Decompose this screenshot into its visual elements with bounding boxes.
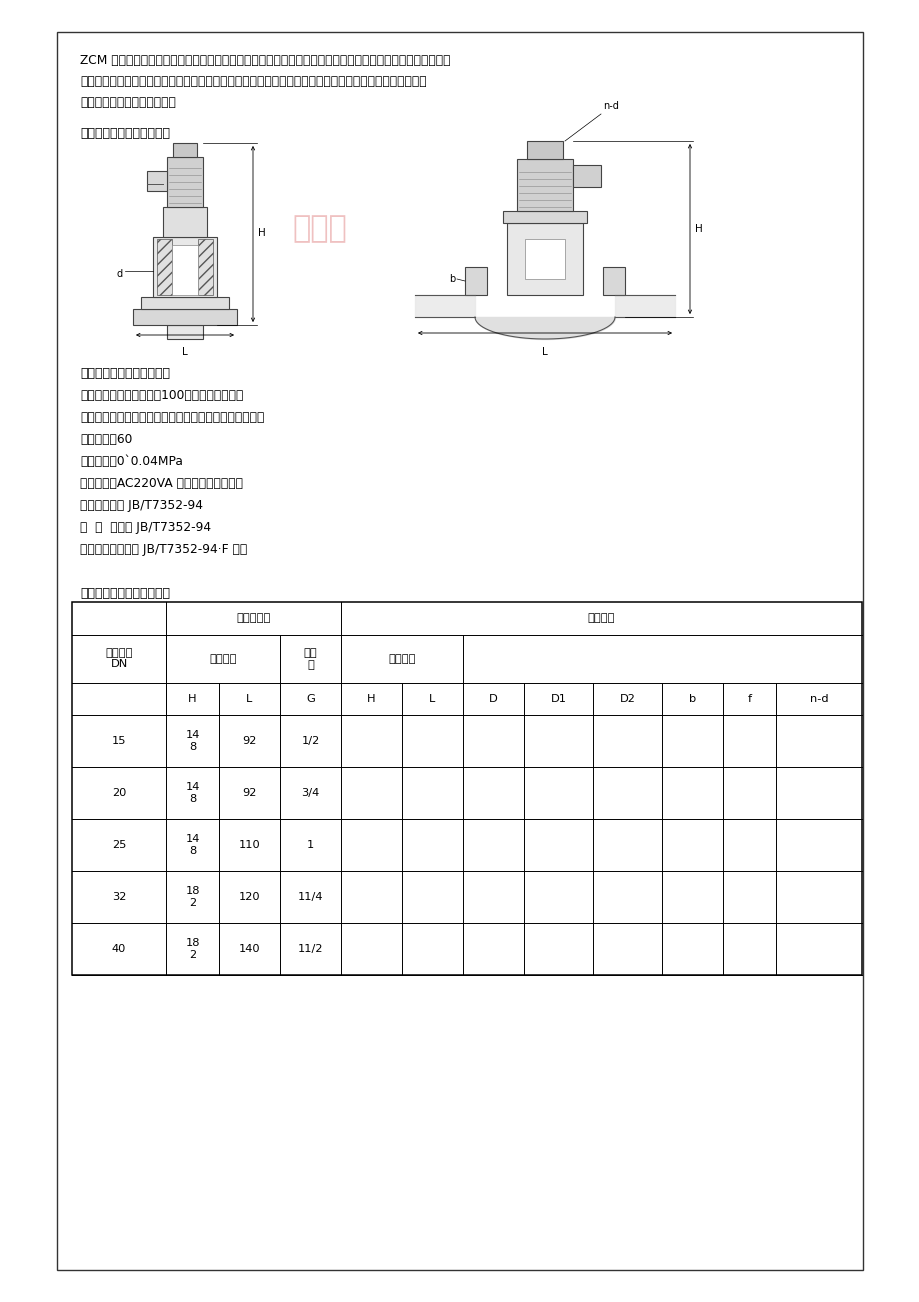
Text: 11/4: 11/4 — [298, 892, 323, 902]
Bar — [57, 33, 862, 1269]
Text: L: L — [429, 694, 435, 704]
Text: D: D — [488, 694, 497, 704]
Text: L: L — [246, 694, 252, 704]
Bar — [72, 602, 861, 975]
Text: 外形尺寸: 外形尺寸 — [388, 654, 415, 664]
Text: D1: D1 — [550, 694, 566, 704]
Text: 产品结构：直动式（口径100以上，二次开阀）: 产品结构：直动式（口径100以上，二次开阀） — [80, 389, 244, 402]
Text: 州阀门: 州阀门 — [292, 215, 347, 243]
Bar — [172, 245, 198, 296]
Text: 15: 15 — [112, 736, 126, 746]
Bar — [163, 207, 207, 237]
Text: 25: 25 — [112, 840, 126, 850]
Text: L: L — [541, 348, 548, 357]
Text: 120: 120 — [238, 892, 260, 902]
Text: 1/2: 1/2 — [301, 736, 319, 746]
Text: 外形尺寸: 外形尺寸 — [210, 654, 236, 664]
Text: 它行业的煤气加热自控系统。: 它行业的煤气加热自控系统。 — [80, 96, 176, 109]
Text: 泄  漏  量：按 JB/T7352-94: 泄 漏 量：按 JB/T7352-94 — [80, 521, 210, 534]
Bar — [173, 143, 197, 158]
Text: b: b — [448, 273, 455, 284]
Text: L: L — [182, 348, 187, 357]
Text: b: b — [688, 694, 696, 704]
Text: 14
8: 14 8 — [186, 783, 199, 803]
Text: 四、煤气电磁阀安装尺寸：: 四、煤气电磁阀安装尺寸： — [80, 587, 170, 600]
Bar — [573, 165, 600, 187]
Bar — [133, 309, 237, 326]
Text: 14
8: 14 8 — [186, 730, 199, 751]
Text: 92: 92 — [242, 736, 256, 746]
Text: 110: 110 — [238, 840, 260, 850]
Bar — [167, 326, 203, 339]
Text: 内螺纹连接: 内螺纹连接 — [236, 613, 270, 624]
Text: H: H — [188, 694, 197, 704]
Bar — [141, 297, 229, 309]
Text: 三、煤气电磁阀技术参数：: 三、煤气电磁阀技术参数： — [80, 367, 170, 380]
Text: 工作介质：煤气、液化石油气、天然气等无腐蚀性气液体: 工作介质：煤气、液化石油气、天然气等无腐蚀性气液体 — [80, 411, 264, 424]
Text: 法兰连接: 法兰连接 — [587, 613, 615, 624]
Text: f: f — [747, 694, 751, 704]
Text: 20: 20 — [112, 788, 126, 798]
Text: 32: 32 — [112, 892, 126, 902]
Text: 18
2: 18 2 — [185, 887, 199, 907]
Bar — [147, 171, 167, 191]
Text: 92: 92 — [242, 788, 256, 798]
Text: D2: D2 — [619, 694, 635, 704]
Text: H: H — [257, 228, 266, 238]
Text: 公称通径
DN: 公称通径 DN — [106, 647, 132, 669]
Text: 二、煤气电磁阀型号规格：: 二、煤气电磁阀型号规格： — [80, 128, 170, 141]
Text: 3/4: 3/4 — [301, 788, 319, 798]
Bar — [153, 237, 217, 297]
Bar — [516, 159, 573, 211]
Text: 额定流量系数：按 JB/T7352-94·F 规定: 额定流量系数：按 JB/T7352-94·F 规定 — [80, 543, 247, 556]
Text: 工作压差：0`0.04MPa: 工作压差：0`0.04MPa — [80, 454, 183, 467]
Text: n-d: n-d — [809, 694, 827, 704]
Bar — [503, 211, 586, 223]
Text: 介质温度：60: 介质温度：60 — [80, 434, 132, 447]
Bar — [167, 158, 203, 207]
Text: 1: 1 — [306, 840, 313, 850]
Text: 内螺
纹: 内螺 纹 — [303, 648, 317, 669]
Bar — [506, 223, 583, 296]
Text: H: H — [367, 694, 375, 704]
Bar — [157, 240, 172, 296]
Text: 使用寿命：按 JB/T7352-94: 使用寿命：按 JB/T7352-94 — [80, 499, 203, 512]
Text: G: G — [306, 694, 314, 704]
Text: 18
2: 18 2 — [185, 939, 199, 960]
Bar — [464, 267, 486, 296]
Bar — [527, 141, 562, 159]
Text: ZCM 煤气电磁阀是适用于城市煤气、液化石油气、天然气等多种煤气为加热燃烧介质管路做二位式通断功换，: ZCM 煤气电磁阀是适用于城市煤气、液化石油气、天然气等多种煤气为加热燃烧介质管… — [80, 53, 450, 66]
Text: 14
8: 14 8 — [186, 835, 199, 855]
Bar — [602, 267, 624, 296]
Text: 11/2: 11/2 — [298, 944, 323, 954]
Text: 进行温度自动控制的执行机构。它广泛应用于纺织业、印刷业的煤气热定型和玻璃、灯泡业的窑炉加热及其: 进行温度自动控制的执行机构。它广泛应用于纺织业、印刷业的煤气热定型和玻璃、灯泡业… — [80, 76, 426, 89]
Bar — [198, 240, 213, 296]
Text: d: d — [117, 270, 123, 279]
Bar — [525, 240, 564, 279]
Text: 40: 40 — [112, 944, 126, 954]
Text: 140: 140 — [238, 944, 260, 954]
Text: H: H — [694, 224, 702, 234]
Text: 电源电压：AC220VA 其规格可作特殊订货: 电源电压：AC220VA 其规格可作特殊订货 — [80, 477, 243, 490]
Text: n-d: n-d — [602, 102, 618, 111]
